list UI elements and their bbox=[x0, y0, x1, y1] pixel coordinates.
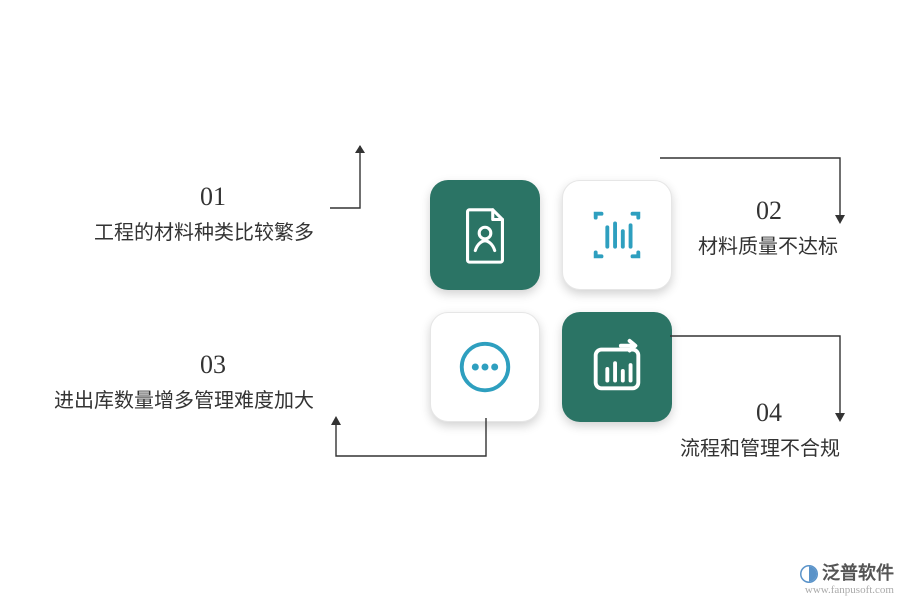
chart-arrow-icon bbox=[586, 336, 648, 398]
number-01: 01 bbox=[200, 182, 226, 212]
logo: 泛普软件 www.fanpusoft.com bbox=[800, 564, 894, 596]
logo-main: 泛普软件 bbox=[800, 564, 894, 584]
logo-text: 泛普软件 bbox=[822, 564, 894, 584]
desc-02: 材料质量不达标 bbox=[698, 230, 838, 259]
diagram-stage: 01 工程的材料种类比较繁多 02 材料质量不达标 03 进出库数量增多管理难度… bbox=[0, 0, 900, 600]
number-03: 03 bbox=[200, 350, 226, 380]
desc-03: 进出库数量增多管理难度加大 bbox=[28, 384, 314, 413]
tile-02 bbox=[562, 180, 672, 290]
logo-url: www.fanpusoft.com bbox=[800, 584, 894, 596]
connector-01 bbox=[330, 140, 440, 250]
logo-mark-icon bbox=[800, 565, 818, 583]
tile-01 bbox=[430, 180, 540, 290]
barcode-chart-icon bbox=[586, 204, 648, 266]
desc-04: 流程和管理不合规 bbox=[680, 432, 840, 461]
connector-03 bbox=[328, 390, 493, 470]
ellipsis-circle-icon bbox=[454, 336, 516, 398]
connector-04 bbox=[670, 330, 850, 430]
connector-02 bbox=[660, 150, 850, 230]
tile-04 bbox=[562, 312, 672, 422]
document-person-icon bbox=[454, 204, 516, 266]
desc-01: 工程的材料种类比较繁多 bbox=[54, 216, 314, 245]
